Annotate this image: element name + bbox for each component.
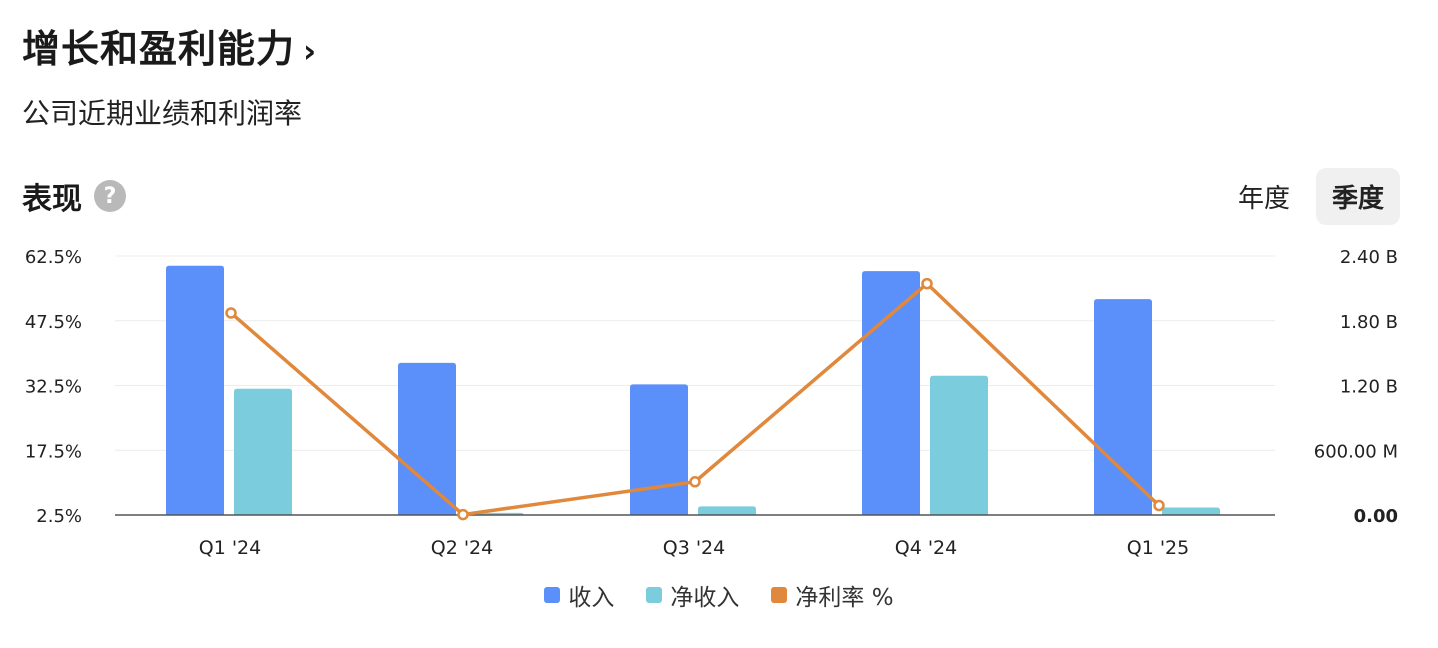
right-axis-tick: 2.40 B [1340, 247, 1398, 268]
legend-item-revenue[interactable]: 收入 [544, 578, 614, 612]
right-axis-tick: 1.20 B [1340, 377, 1398, 398]
quarterly-tab[interactable]: 季度 [1315, 168, 1400, 225]
category-label: Q2 '24 [431, 537, 493, 559]
net-income-bar [698, 506, 756, 515]
right-axis-tick: 600.00 M [1314, 441, 1398, 462]
left-axis-tick: 32.5% [25, 377, 82, 398]
section-header: 表现 ? [22, 174, 126, 218]
left-axis-tick: 47.5% [25, 312, 82, 333]
page-title-text: 增长和盈利能力 [22, 27, 296, 71]
chevron-right-icon: › [303, 32, 318, 70]
net-margin-point [225, 307, 237, 319]
chart-legend: 收入 净收入 净利率 % [0, 578, 1438, 612]
period-toggle: 年度 季度 [1222, 168, 1400, 225]
category-label: Q1 '24 [199, 537, 261, 559]
legend-swatch-revenue [544, 587, 561, 603]
performance-chart: 62.5% 2.40 B 47.5% 1.80 B 32.5% 1.20 B 17.5% 60… [25, 247, 1398, 559]
category-label: Q3 '24 [663, 537, 725, 559]
page-title[interactable]: 增长和盈利能力 › [22, 18, 317, 73]
section-title: 表现 [22, 182, 82, 217]
legend-label-net-income: 净收入 [670, 585, 740, 611]
legend-label-net-margin: 净利率 % [795, 585, 894, 611]
net-margin-point [689, 476, 701, 488]
legend-item-net-margin[interactable]: 净利率 % [771, 578, 894, 612]
net-income-bar [930, 375, 988, 515]
net-margin-point [457, 508, 469, 521]
legend-item-net-income[interactable]: 净收入 [646, 578, 739, 612]
annual-tab[interactable]: 年度 [1237, 184, 1290, 214]
revenue-bar [862, 271, 920, 515]
revenue-bar [630, 384, 688, 515]
category-label: Q1 '25 [1127, 537, 1189, 559]
revenue-bar [166, 265, 224, 515]
left-axis-tick: 62.5% [25, 247, 82, 268]
legend-swatch-net-income [646, 587, 663, 603]
legend-swatch-net-margin [771, 587, 788, 603]
net-margin-point [1153, 499, 1165, 512]
net-income-bar [234, 388, 292, 515]
right-axis-tick: 0.00 [1354, 506, 1398, 527]
left-axis-tick: 17.5% [25, 441, 82, 462]
category-label: Q4 '24 [895, 537, 957, 559]
help-icon[interactable]: ? [94, 180, 126, 212]
net-margin-point [921, 277, 933, 290]
revenue-bar [1094, 299, 1152, 515]
legend-label-revenue: 收入 [568, 585, 615, 611]
revenue-bar [398, 362, 456, 515]
left-axis-tick: 2.5% [36, 506, 82, 527]
right-axis-tick: 1.80 B [1340, 312, 1398, 333]
page-subtitle: 公司近期业绩和利润率 [22, 97, 303, 130]
net-income-bar [1162, 507, 1220, 515]
